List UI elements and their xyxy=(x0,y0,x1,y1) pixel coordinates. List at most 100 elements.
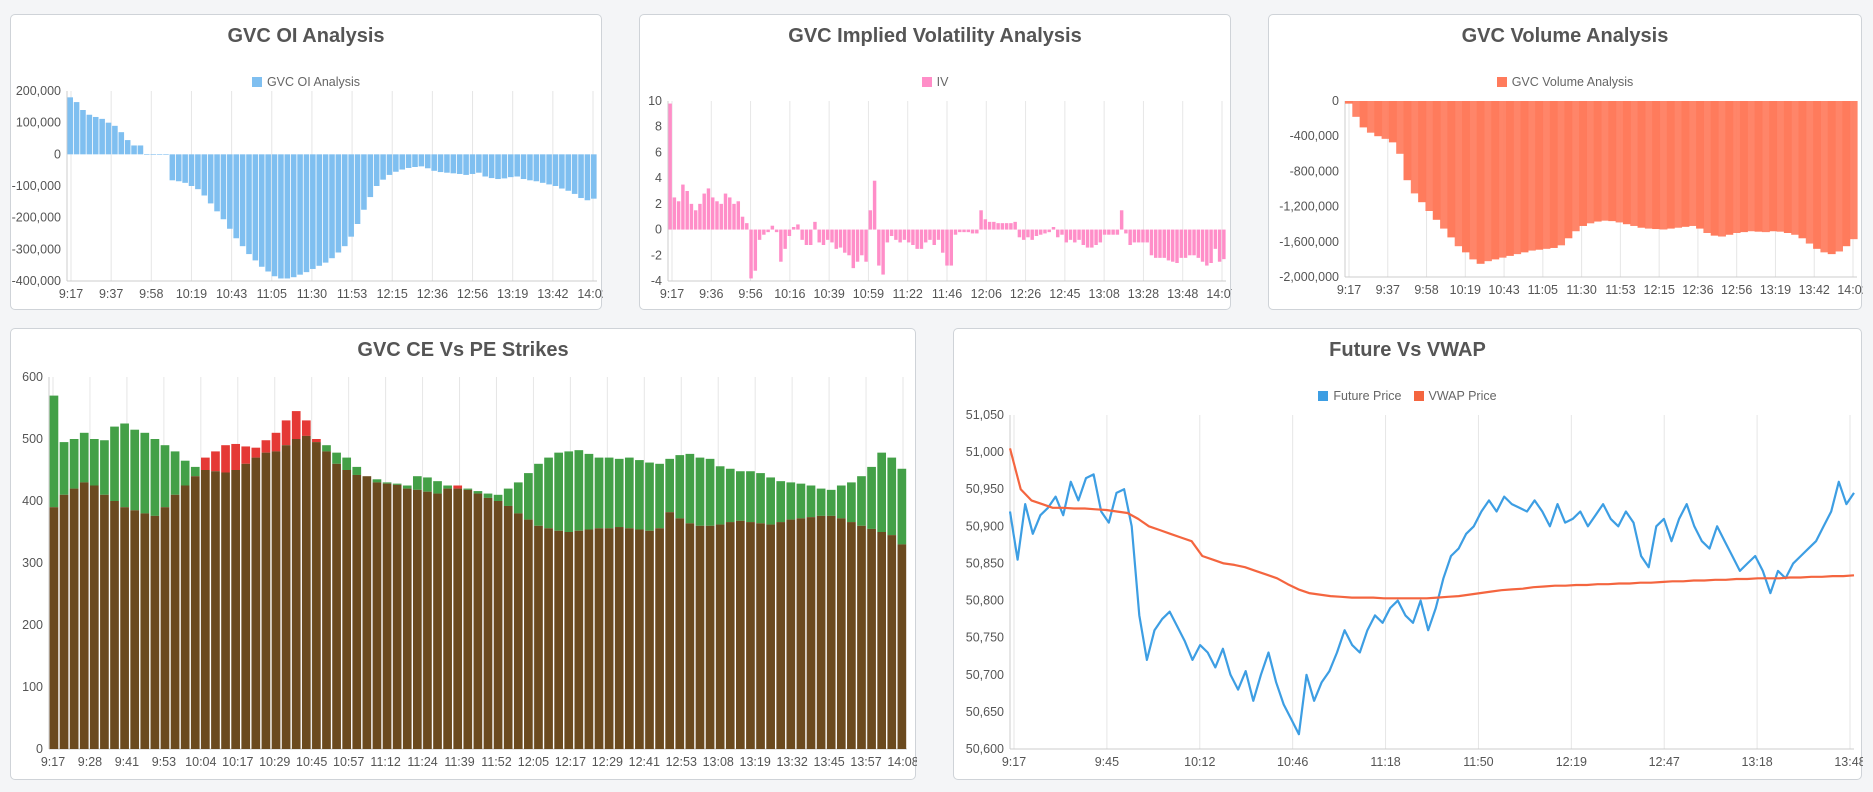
area-bar xyxy=(1469,101,1478,260)
area-bar xyxy=(1813,101,1822,249)
bar xyxy=(672,197,677,230)
bar xyxy=(463,154,469,175)
bar xyxy=(1213,229,1218,249)
bar xyxy=(233,154,240,239)
area-bar xyxy=(1513,101,1522,255)
bar xyxy=(252,154,259,261)
chart-legend[interactable]: IV xyxy=(640,75,1230,90)
y-tick-label: 0 xyxy=(54,147,61,161)
chart-plot: 51,050 51,000 50,950 50,900 50,850 50,800 50,7… xyxy=(966,408,1863,769)
area-bar xyxy=(1630,101,1639,226)
bar xyxy=(220,154,227,220)
y-tick-label: 2 xyxy=(655,197,662,211)
bar xyxy=(681,184,685,230)
bar xyxy=(450,154,457,174)
strike-bar-top xyxy=(322,445,331,452)
bar xyxy=(787,229,792,236)
x-tick-label: 13:19 xyxy=(497,287,528,301)
area-bar xyxy=(1696,101,1704,229)
legend-label: GVC Volume Analysis xyxy=(1511,75,1634,89)
strike-bar-top xyxy=(59,442,69,495)
strike-bar-top xyxy=(392,483,402,485)
bar xyxy=(393,154,399,172)
area-bar xyxy=(1476,101,1485,264)
strike-bar-top xyxy=(211,451,220,472)
area-bar xyxy=(1352,101,1361,117)
strike-bar-overlap xyxy=(392,484,402,749)
legend-swatch xyxy=(921,77,932,87)
strike-bar-overlap xyxy=(594,528,604,749)
bar xyxy=(702,193,706,230)
strike-bar-top xyxy=(241,446,251,464)
bar xyxy=(380,154,386,180)
x-tick-label: 10:19 xyxy=(1450,283,1481,297)
strike-bar-overlap xyxy=(362,476,372,749)
strike-bar-overlap xyxy=(342,470,352,749)
y-tick-label: 50,950 xyxy=(966,482,1004,496)
chart-legend[interactable]: GVC Volume Analysis xyxy=(1269,75,1861,90)
bar xyxy=(958,229,962,233)
strike-bar-top xyxy=(170,451,180,495)
area-bar xyxy=(1345,101,1353,104)
iv-chart-panel: GVC Implied Volatility Analysis IV 10 8 6 4… xyxy=(639,14,1232,310)
vwap-chart-panel: Future Vs VWAP Future Price VWAP Price 51… xyxy=(953,328,1863,780)
bar xyxy=(689,203,694,230)
bar xyxy=(791,227,796,230)
strike-bar-top xyxy=(715,466,725,525)
chart-legend[interactable]: Future Price VWAP Price xyxy=(954,389,1861,404)
bar xyxy=(348,154,354,237)
x-tick-label: 10:46 xyxy=(1277,755,1308,769)
legend-item[interactable]: Future Price xyxy=(1318,389,1402,403)
x-tick-label: 12:17 xyxy=(555,755,586,769)
x-tick-label: 13:45 xyxy=(813,755,844,769)
area-bar xyxy=(1432,101,1441,220)
strike-bar-top xyxy=(412,476,422,490)
strike-bar-top xyxy=(746,471,755,523)
strike-bar-overlap xyxy=(423,491,432,749)
bar xyxy=(779,229,783,262)
x-tick-label: 12:06 xyxy=(971,287,1002,301)
area-bar xyxy=(1483,101,1492,262)
bar xyxy=(456,154,463,174)
bar xyxy=(278,154,284,279)
bar xyxy=(817,229,821,243)
bar xyxy=(740,216,745,230)
bar xyxy=(1166,229,1171,261)
legend-item[interactable]: GVC OI Analysis xyxy=(251,75,360,89)
x-tick-label: 10:45 xyxy=(296,755,327,769)
bar xyxy=(962,229,966,233)
x-tick-label: 10:43 xyxy=(1488,283,1519,297)
strike-bar-overlap xyxy=(312,442,321,749)
area-bar xyxy=(1425,101,1434,211)
x-tick-label: 10:19 xyxy=(176,287,207,301)
bar xyxy=(868,210,873,230)
legend-item[interactable]: GVC Volume Analysis xyxy=(1496,75,1634,89)
legend-item[interactable]: VWAP Price xyxy=(1413,389,1497,403)
strike-bar-top xyxy=(776,481,786,523)
strike-bar-overlap xyxy=(412,489,422,749)
chart-plot: 600 500 400 300 200 100 09:17 9:28 9:41 9:53 10:04… xyxy=(22,370,917,769)
bar xyxy=(1217,229,1222,262)
area-bar xyxy=(1366,101,1375,133)
strike-bar-top xyxy=(130,429,140,511)
bar xyxy=(386,154,393,175)
bar xyxy=(1043,229,1047,234)
strike-bar-top xyxy=(49,395,59,508)
strike-bar-top xyxy=(312,439,321,443)
area-bar xyxy=(1505,101,1514,256)
series-marks xyxy=(1345,101,1858,264)
bar xyxy=(1200,229,1205,262)
strike-bar-top xyxy=(402,485,412,489)
strikes-chart-panel: GVC CE Vs PE Strikes 600 500 400 300 200 100 0… xyxy=(10,328,917,780)
strike-bar-overlap xyxy=(473,493,483,749)
bar xyxy=(1188,229,1192,256)
bar xyxy=(437,154,444,173)
chart-legend[interactable]: GVC OI Analysis xyxy=(11,75,601,90)
strike-bar-overlap xyxy=(453,488,463,749)
legend-item[interactable]: IV xyxy=(921,75,948,89)
x-tick-label: 11:53 xyxy=(1605,283,1635,297)
area-bar xyxy=(1732,101,1741,233)
bar xyxy=(67,97,73,155)
strike-bar-overlap xyxy=(887,535,897,749)
strike-bar-top xyxy=(655,463,664,529)
